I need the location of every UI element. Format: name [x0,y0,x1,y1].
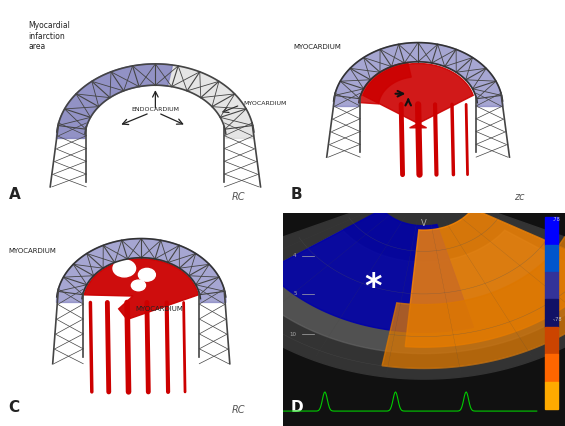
Text: 5: 5 [293,291,297,296]
Polygon shape [382,237,565,368]
Text: A: A [8,187,20,202]
Text: RC: RC [232,193,245,202]
Polygon shape [363,63,473,128]
Bar [545,327,558,354]
Text: 10: 10 [290,332,297,337]
Polygon shape [266,210,473,332]
Polygon shape [56,64,172,138]
Text: C: C [8,400,20,415]
Bar [545,299,558,327]
Text: MYOCARDIUM: MYOCARDIUM [243,101,286,106]
Circle shape [131,280,146,291]
Text: RC: RC [232,406,245,415]
Text: V: V [421,219,427,228]
Text: .78: .78 [553,217,560,222]
Text: D: D [291,400,303,415]
Polygon shape [359,62,477,106]
Polygon shape [56,64,254,138]
Polygon shape [85,85,226,138]
Circle shape [113,260,136,277]
Polygon shape [193,187,565,379]
Text: zc: zc [514,193,525,202]
Text: MYOCARDIUM: MYOCARDIUM [294,44,342,50]
Polygon shape [84,259,198,320]
Text: MYOCARDIUM: MYOCARDIUM [136,306,184,312]
Bar [545,272,558,299]
Polygon shape [56,239,226,302]
Text: *: * [364,271,381,304]
Circle shape [138,268,155,281]
Polygon shape [359,63,411,104]
Polygon shape [405,209,565,347]
Text: MYOCARDIUM: MYOCARDIUM [8,248,57,254]
Bar [545,382,558,409]
Text: B: B [291,187,303,202]
Text: Myocardial
infarction
area: Myocardial infarction area [28,21,70,51]
Polygon shape [333,43,503,106]
Bar [545,354,558,382]
Polygon shape [244,230,565,354]
Text: ENDOCARDIUM: ENDOCARDIUM [132,107,179,112]
Text: 4: 4 [293,253,297,258]
Bar [545,217,558,245]
Bar [545,245,558,272]
Text: -.78: -.78 [553,317,562,322]
